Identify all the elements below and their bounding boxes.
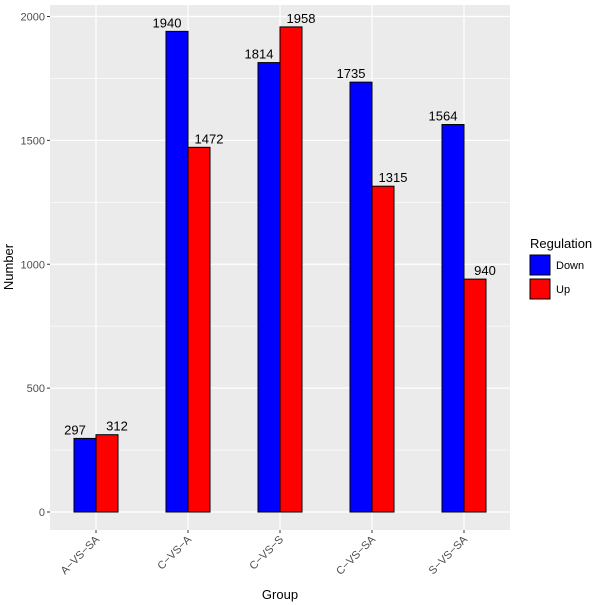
x-tick-label: S−VS−SA xyxy=(427,533,471,577)
data-label-up: 940 xyxy=(474,263,496,278)
data-label-up: 1958 xyxy=(287,11,316,26)
y-tick-label: 1500 xyxy=(21,135,45,147)
bar-up xyxy=(463,278,487,513)
legend-key-down xyxy=(529,254,551,276)
bar-down xyxy=(257,62,281,513)
data-label-down: 1940 xyxy=(153,15,182,30)
data-label-up: 1472 xyxy=(195,131,224,146)
y-tick-label: 0 xyxy=(39,507,45,519)
x-tick-label: C−VS−S xyxy=(247,534,286,573)
data-label-up: 1315 xyxy=(379,170,408,185)
x-axis: A−VS−SA C−VS−A C−VS−S C−VS−SA S−VS−SA xyxy=(59,530,471,578)
bar-up xyxy=(371,185,395,513)
legend: Regulation Down Up xyxy=(529,236,592,300)
bar-up xyxy=(279,26,303,513)
bar-down xyxy=(165,30,189,513)
y-tick-label: 500 xyxy=(27,383,45,395)
bar-down xyxy=(441,124,465,513)
legend-title: Regulation xyxy=(530,236,592,251)
bar-down xyxy=(73,437,97,513)
y-axis-title: Number xyxy=(1,243,16,290)
y-tick-label: 2000 xyxy=(21,12,45,24)
bars xyxy=(73,26,487,513)
bar-up xyxy=(95,434,119,513)
data-label-up: 312 xyxy=(106,419,128,434)
y-axis: 0 500 1000 1500 2000 xyxy=(21,12,50,519)
x-tick-label: A−VS−SA xyxy=(59,533,103,577)
x-axis-title: Group xyxy=(262,587,298,602)
data-label-down: 1735 xyxy=(337,66,366,81)
legend-label-down: Down xyxy=(556,260,584,272)
data-label-down: 297 xyxy=(64,422,86,437)
legend-key-up xyxy=(529,278,551,300)
data-label-down: 1814 xyxy=(245,47,274,62)
bar-up xyxy=(187,146,211,513)
legend-label-up: Up xyxy=(556,284,570,296)
x-tick-label: C−VS−SA xyxy=(334,533,378,577)
x-tick-label: C−VS−A xyxy=(155,533,194,572)
bar-down xyxy=(349,81,373,513)
data-labels: 297 1940 1814 1735 1564 312 1472 1958 1315 940 xyxy=(64,11,496,438)
data-label-down: 1564 xyxy=(429,109,458,124)
y-tick-label: 1000 xyxy=(21,259,45,271)
